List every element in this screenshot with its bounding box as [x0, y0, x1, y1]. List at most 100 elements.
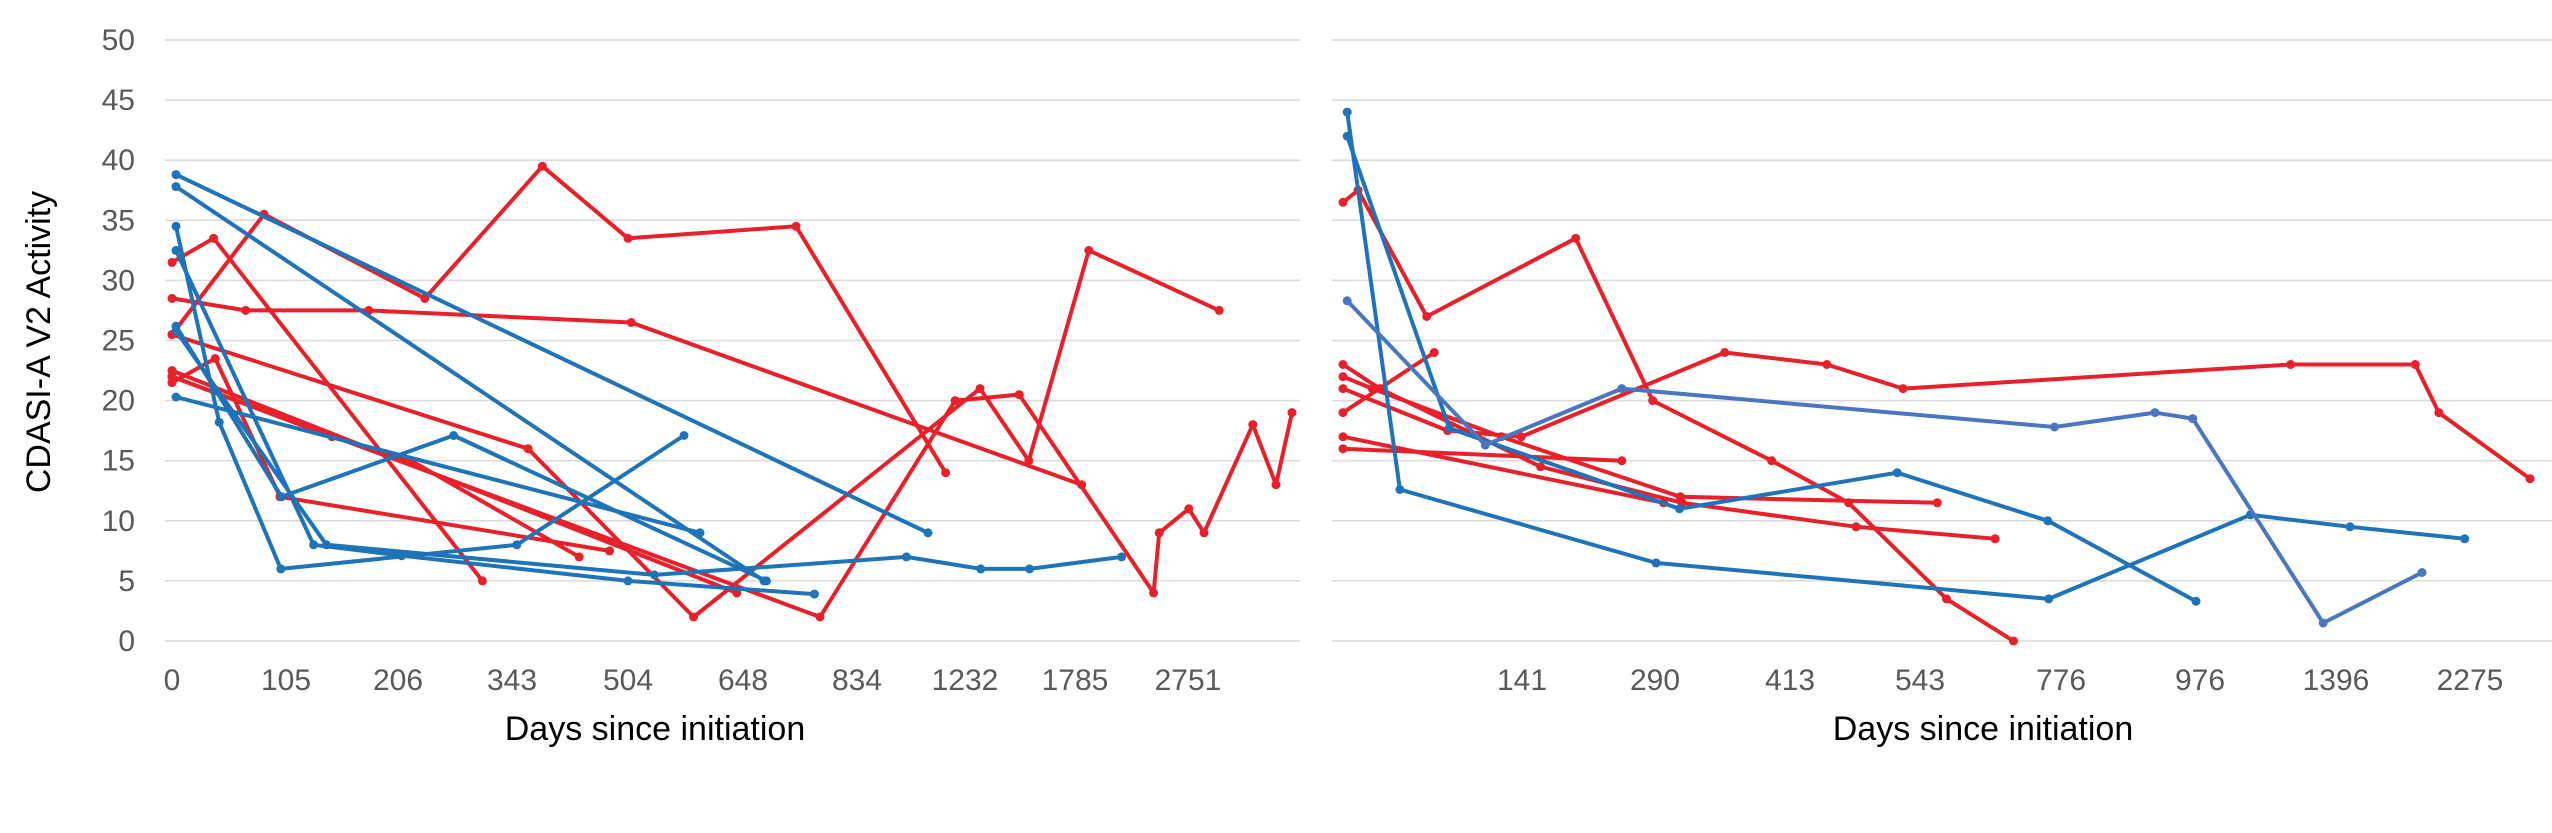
series-line-3	[1338, 372, 1942, 508]
x-tick-label: 834	[832, 664, 882, 697]
right-gridlines	[1332, 39, 2552, 642]
data-point	[477, 576, 487, 586]
series-path	[170, 296, 1084, 487]
data-point	[1942, 594, 1951, 604]
data-point	[1651, 558, 1661, 568]
data-point	[171, 245, 181, 255]
data-point	[1084, 245, 1094, 255]
y-tick-label: 50	[102, 24, 135, 57]
x-tick-label: 976	[2175, 664, 2225, 697]
series-line-14	[171, 321, 771, 586]
data-point	[1617, 384, 1627, 394]
data-point	[605, 546, 615, 556]
data-point	[171, 170, 181, 180]
data-point	[209, 233, 219, 243]
series-path	[1345, 110, 2467, 601]
data-point	[623, 233, 633, 243]
series-line-8	[167, 372, 1297, 622]
series-path	[1345, 298, 2424, 625]
data-point	[214, 417, 224, 427]
data-point	[1149, 588, 1159, 598]
series-line-7	[1338, 444, 1627, 466]
y-tick-label: 35	[102, 204, 135, 237]
x-tick-label: 105	[261, 664, 311, 697]
data-point	[923, 528, 933, 538]
series-line-3	[167, 293, 1087, 490]
data-point	[1248, 420, 1258, 430]
data-point	[512, 540, 522, 550]
x-tick-label: 648	[718, 664, 768, 697]
series-path	[174, 172, 930, 535]
data-point	[2417, 568, 2427, 577]
data-point	[679, 431, 689, 440]
data-point	[941, 468, 951, 478]
data-point	[1422, 312, 1432, 321]
data-point	[1342, 107, 1352, 117]
series-path	[174, 324, 769, 583]
data-point	[1617, 456, 1627, 466]
data-point	[1025, 564, 1035, 574]
data-point	[2050, 422, 2059, 432]
data-point	[449, 431, 459, 440]
data-point	[976, 564, 986, 574]
data-point	[1480, 440, 1490, 450]
series-line-8	[1342, 107, 2470, 604]
x-tick-label: 776	[2036, 664, 2086, 697]
data-point	[1338, 197, 1348, 207]
series-path	[1341, 434, 1666, 505]
data-point	[1014, 390, 1024, 400]
data-point	[2188, 414, 2198, 424]
data-point	[689, 612, 699, 622]
data-point	[1338, 432, 1348, 442]
right-x-axis-label: Days since initiation	[1833, 710, 2133, 748]
x-tick-label: 1232	[932, 664, 999, 697]
x-tick-label: 141	[1497, 664, 1547, 697]
data-point	[1214, 305, 1224, 315]
data-point	[1648, 396, 1658, 406]
y-tick-label: 5	[118, 565, 135, 598]
series-line-10	[171, 170, 933, 538]
data-point	[1720, 348, 1730, 357]
y-tick-label: 45	[102, 84, 135, 117]
left-x-tick-labels: 0 105 206 343 504 648 834 1232 1785 2751	[164, 664, 1222, 697]
data-point	[171, 221, 181, 231]
x-tick-label: 413	[1765, 664, 1815, 697]
series-line-5	[1338, 348, 1439, 418]
series-path	[1341, 446, 1624, 463]
right-series-layer	[1338, 107, 2535, 646]
series-path	[1345, 134, 2198, 604]
data-point	[1338, 444, 1348, 454]
series-path	[1341, 350, 1437, 415]
data-point	[2434, 408, 2444, 418]
data-point	[276, 564, 286, 574]
data-point	[1990, 534, 2000, 544]
x-tick-label: 504	[603, 664, 653, 697]
y-tick-label: 10	[102, 505, 135, 538]
data-point	[1338, 372, 1348, 382]
data-point	[167, 257, 177, 267]
data-point	[2345, 522, 2355, 532]
data-point	[1199, 528, 1209, 538]
data-point	[1444, 423, 1454, 433]
data-point	[809, 589, 819, 599]
y-tick-label: 20	[102, 385, 135, 418]
data-point	[167, 372, 177, 382]
data-point	[171, 182, 181, 192]
data-point	[1898, 384, 1908, 394]
data-point	[210, 354, 220, 363]
data-point	[2525, 474, 2535, 484]
y-tick-label: 25	[102, 325, 135, 358]
data-point	[1571, 233, 1581, 243]
data-point	[1154, 528, 1164, 538]
data-point	[171, 326, 181, 336]
data-point	[901, 552, 911, 562]
data-point	[1675, 504, 1684, 514]
data-point	[171, 392, 181, 402]
data-point	[167, 293, 177, 303]
data-point	[1342, 131, 1352, 141]
left-y-tick-labels: 0 5 10 15 20 25 30 35 40 45 50	[102, 24, 135, 658]
y-tick-label: 0	[118, 625, 135, 658]
series-line-1	[167, 233, 487, 586]
